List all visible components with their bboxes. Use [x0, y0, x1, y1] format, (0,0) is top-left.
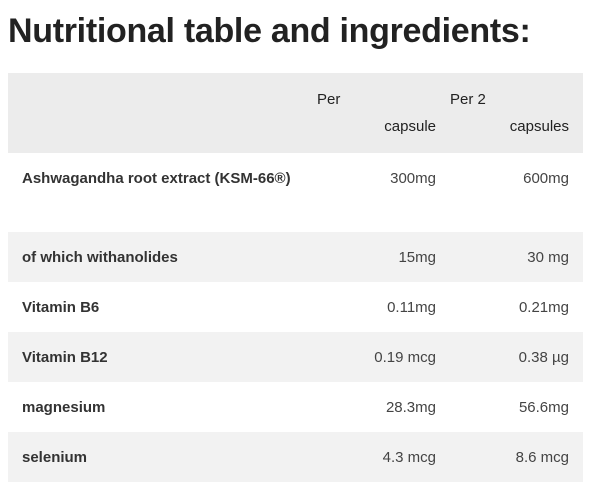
header-text: capsule [384, 118, 436, 135]
nutrient-amount: 56.6mg [518, 399, 569, 416]
table-row: Vitamin B6 0.11mg 0.21mg [8, 282, 583, 332]
table-row: selenium 4.3 mcg 8.6 mcg [8, 432, 583, 482]
nutrient-name: Vitamin B12 [22, 349, 108, 366]
nutrient-name: of which withanolides [22, 249, 178, 266]
header-text: Per [317, 91, 341, 108]
table-header: Per capsule Per 2 capsules [8, 73, 583, 153]
table-row: Vitamin B12 0.19 mcg 0.38 µg [8, 332, 583, 382]
nutrient-amount: 15mg [398, 249, 436, 266]
nutrient-amount: 600mg [523, 170, 569, 187]
nutrient-amount: 4.3 mcg [382, 449, 436, 466]
table-row: of which withanolides 15mg 30 mg [8, 232, 583, 282]
header-cell [8, 73, 317, 153]
nutrient-amount: 8.6 mcg [515, 449, 569, 466]
header-cell: Per 2 capsules [450, 73, 583, 153]
nutrient-name: selenium [22, 449, 88, 466]
table-row: Ashwagandha root extract (KSM-66®) 300mg 6… [8, 153, 583, 232]
header-cell: Per capsule [317, 73, 450, 153]
table-body: Ashwagandha root extract (KSM-66®) 300mg 6… [8, 153, 583, 482]
nutrient-amount: 0.11mg [387, 299, 436, 316]
nutrient-amount: 300mg [390, 170, 436, 187]
nutrient-amount: 0.19 mcg [374, 349, 436, 366]
nutrient-name: magnesium [22, 399, 106, 416]
header-text: capsules [509, 118, 569, 135]
nutrient-amount: 0.38 µg [518, 349, 569, 366]
nutrient-name: Ashwagandha root extract (KSM-66®) [22, 170, 291, 187]
header-row: Per capsule Per 2 capsules [8, 73, 583, 153]
title: Nutritional table and ingredients: [8, 12, 531, 50]
nutrient-name: Vitamin B6 [22, 299, 100, 316]
nutrient-amount: 30 mg [527, 249, 569, 266]
header-text: Per 2 [450, 91, 486, 108]
nutrient-amount: 28.3mg [385, 399, 436, 416]
nutrient-amount: 0.21mg [518, 299, 569, 316]
nutrition-table: Per capsule Per 2 capsules Ashwagandha root… [8, 73, 583, 482]
table-row: magnesium 28.3mg 56.6mg [8, 382, 583, 432]
